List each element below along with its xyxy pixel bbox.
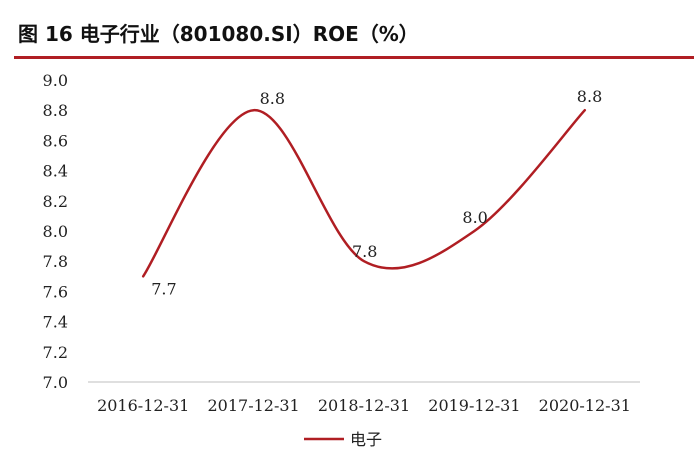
data-point bbox=[583, 108, 587, 112]
y-tick-label: 8.8 bbox=[43, 101, 68, 120]
data-label: 7.8 bbox=[352, 242, 377, 261]
y-tick-label: 8.6 bbox=[43, 131, 68, 150]
y-tick-label: 7.6 bbox=[43, 282, 68, 301]
data-label: 7.7 bbox=[151, 279, 176, 298]
legend-label: 电子 bbox=[350, 430, 382, 449]
y-tick-label: 7.0 bbox=[43, 373, 68, 392]
y-tick-label: 7.8 bbox=[43, 252, 68, 271]
data-label: 8.0 bbox=[462, 208, 487, 227]
chart-title: 图 16 电子行业（801080.SI）ROE（%） bbox=[18, 22, 419, 46]
x-tick-label: 2020-12-31 bbox=[539, 396, 631, 415]
data-label: 8.8 bbox=[577, 87, 602, 106]
title-divider bbox=[14, 56, 694, 59]
data-label: 8.8 bbox=[260, 89, 285, 108]
y-tick-label: 7.2 bbox=[43, 343, 68, 362]
data-point bbox=[252, 108, 256, 112]
y-tick-label: 8.4 bbox=[43, 162, 68, 181]
x-tick-label: 2018-12-31 bbox=[318, 396, 410, 415]
series-line-电子 bbox=[141, 108, 587, 278]
x-tick-label: 2017-12-31 bbox=[207, 396, 299, 415]
y-tick-label: 8.0 bbox=[43, 222, 68, 241]
x-tick-label: 2019-12-31 bbox=[428, 396, 520, 415]
y-tick-label: 8.2 bbox=[43, 192, 68, 211]
data-point bbox=[472, 229, 476, 233]
y-tick-label: 7.4 bbox=[43, 313, 68, 332]
x-tick-label: 2016-12-31 bbox=[97, 396, 189, 415]
y-tick-label: 9.0 bbox=[43, 71, 68, 90]
data-point bbox=[141, 274, 145, 278]
